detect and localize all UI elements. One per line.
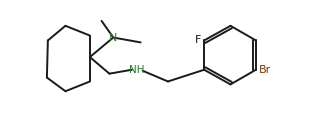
Text: F: F	[195, 35, 201, 45]
Text: Br: Br	[259, 65, 271, 75]
Text: NH: NH	[129, 65, 144, 75]
Text: N: N	[109, 32, 118, 42]
